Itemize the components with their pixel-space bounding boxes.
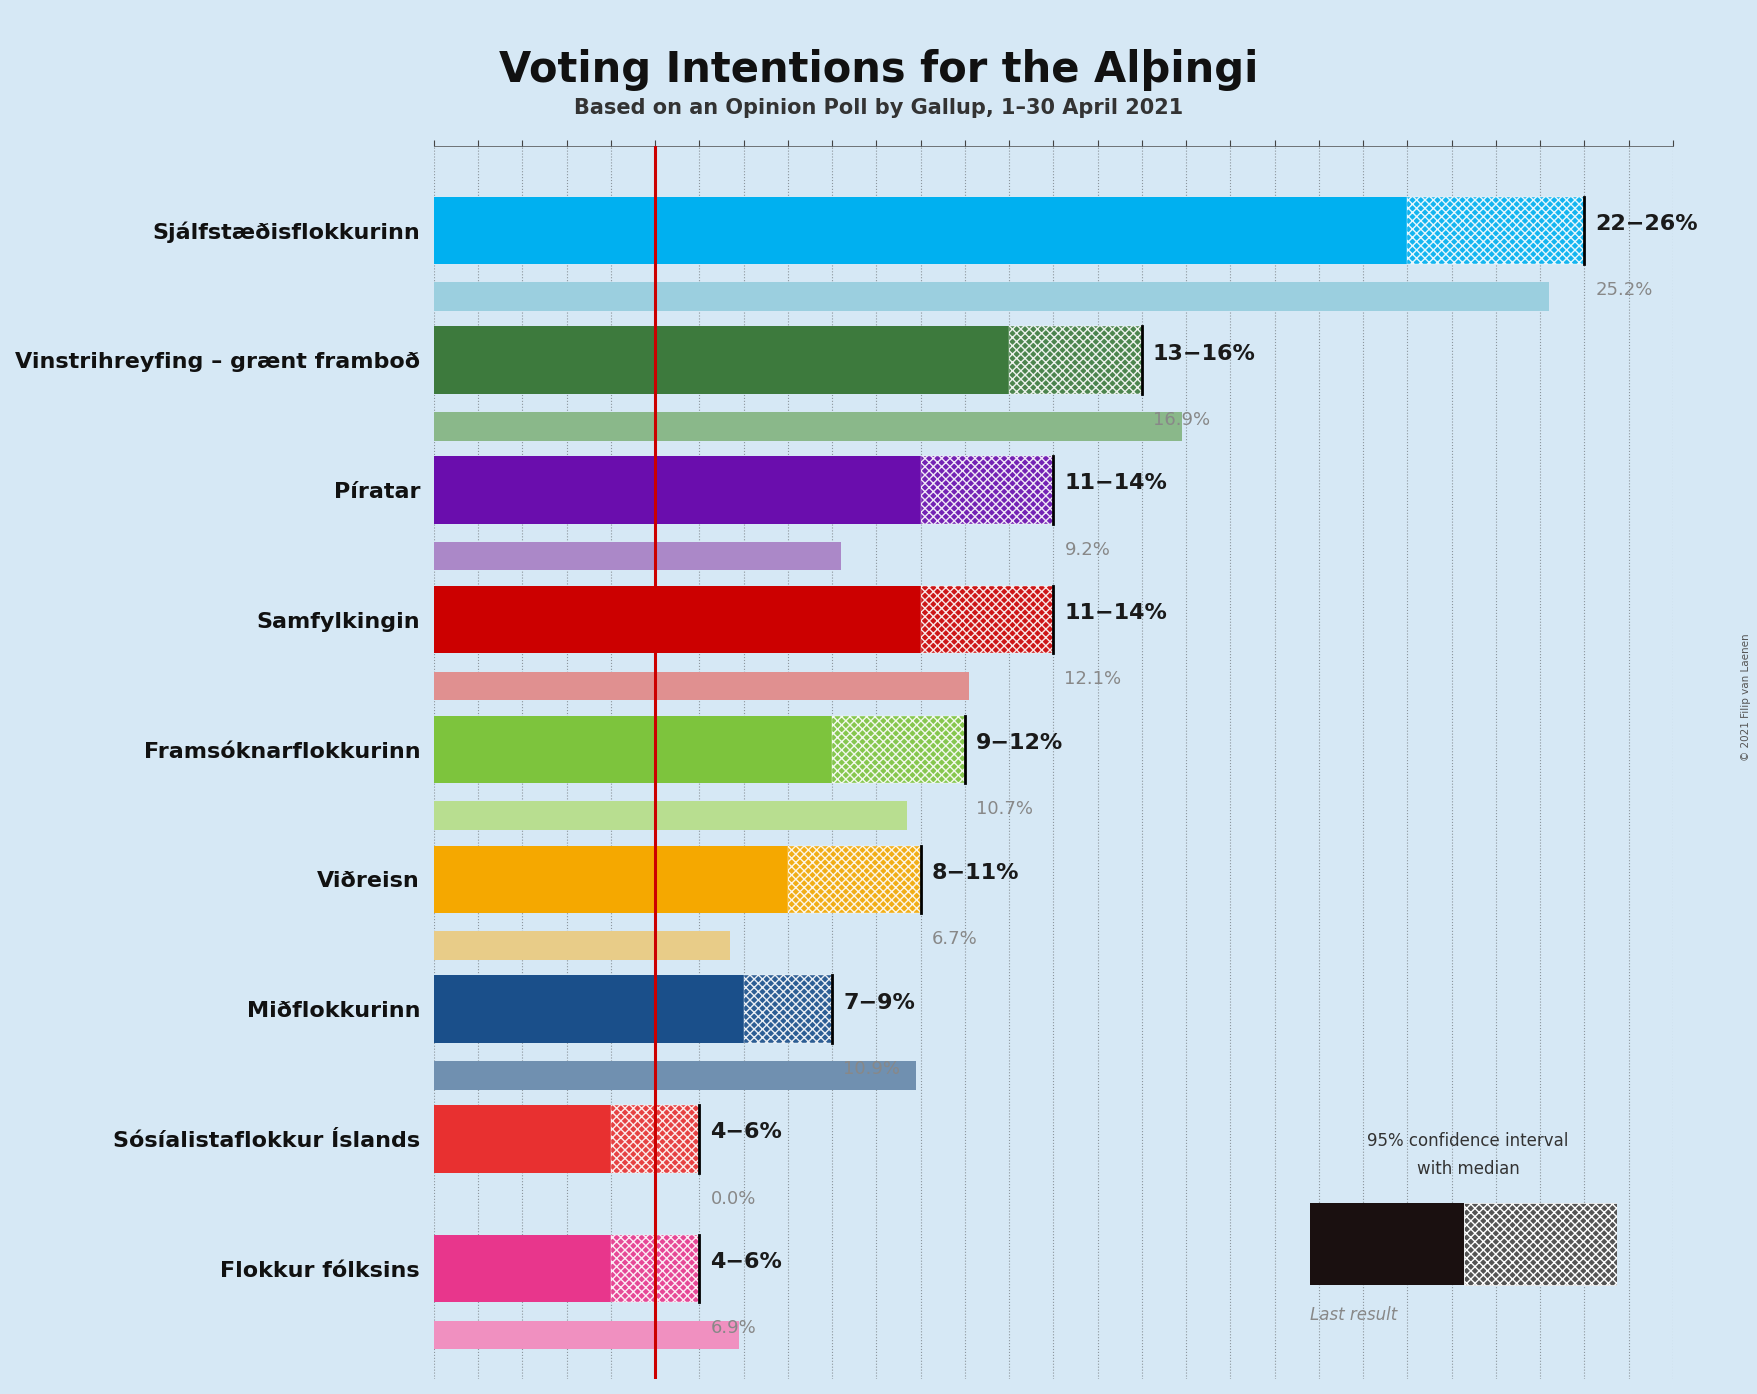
FancyBboxPatch shape [1309, 1203, 1462, 1285]
Bar [1407, 197, 1583, 263]
Text: 6.7%: 6.7% [931, 930, 977, 948]
FancyBboxPatch shape [1462, 1203, 1616, 1285]
Bar [434, 1320, 740, 1349]
Text: Voting Intentions for the Alþingi: Voting Intentions for the Alþingi [499, 49, 1258, 91]
Bar [434, 715, 831, 783]
Bar [743, 976, 831, 1043]
Text: 0.0%: 0.0% [710, 1189, 756, 1207]
Bar [921, 585, 1052, 654]
Text: 11−14%: 11−14% [1063, 604, 1167, 623]
Bar [787, 846, 921, 913]
Text: 13−16%: 13−16% [1153, 344, 1254, 364]
Text: 12.1%: 12.1% [1063, 671, 1121, 689]
Bar [434, 846, 787, 913]
Bar [434, 585, 921, 654]
Bar [434, 931, 729, 960]
Bar [434, 802, 907, 829]
Text: 10.9%: 10.9% [843, 1059, 900, 1078]
Text: 8−11%: 8−11% [931, 863, 1019, 882]
Bar [611, 1105, 699, 1172]
Text: 4−6%: 4−6% [710, 1122, 782, 1143]
Text: with median: with median [1416, 1160, 1518, 1178]
Bar [611, 1235, 699, 1302]
Bar [921, 456, 1052, 524]
Text: 10.7%: 10.7% [975, 800, 1033, 818]
Text: 16.9%: 16.9% [1153, 411, 1209, 429]
Text: 22−26%: 22−26% [1594, 213, 1697, 234]
Text: 95% confidence interval: 95% confidence interval [1367, 1132, 1567, 1150]
Bar [434, 283, 1548, 311]
Text: © 2021 Filip van Laenen: © 2021 Filip van Laenen [1739, 633, 1750, 761]
Bar [434, 197, 1407, 263]
Bar [434, 1105, 611, 1172]
Bar [434, 976, 743, 1043]
Text: 11−14%: 11−14% [1063, 474, 1167, 493]
Text: 25.2%: 25.2% [1594, 282, 1652, 300]
Text: 6.9%: 6.9% [710, 1319, 756, 1337]
Text: 9−12%: 9−12% [975, 733, 1063, 753]
Text: Last result: Last result [1309, 1306, 1397, 1324]
Bar [434, 542, 840, 570]
Bar [831, 715, 965, 783]
Bar [1009, 326, 1142, 395]
Bar [434, 413, 1181, 441]
Bar [434, 326, 1009, 395]
Bar [434, 1235, 611, 1302]
Text: Based on an Opinion Poll by Gallup, 1–30 April 2021: Based on an Opinion Poll by Gallup, 1–30… [575, 98, 1182, 117]
Bar [434, 672, 968, 700]
Bar [434, 456, 921, 524]
Text: 9.2%: 9.2% [1063, 541, 1110, 559]
Text: 4−6%: 4−6% [710, 1252, 782, 1273]
Bar [434, 1061, 915, 1090]
Text: 7−9%: 7−9% [843, 993, 915, 1012]
